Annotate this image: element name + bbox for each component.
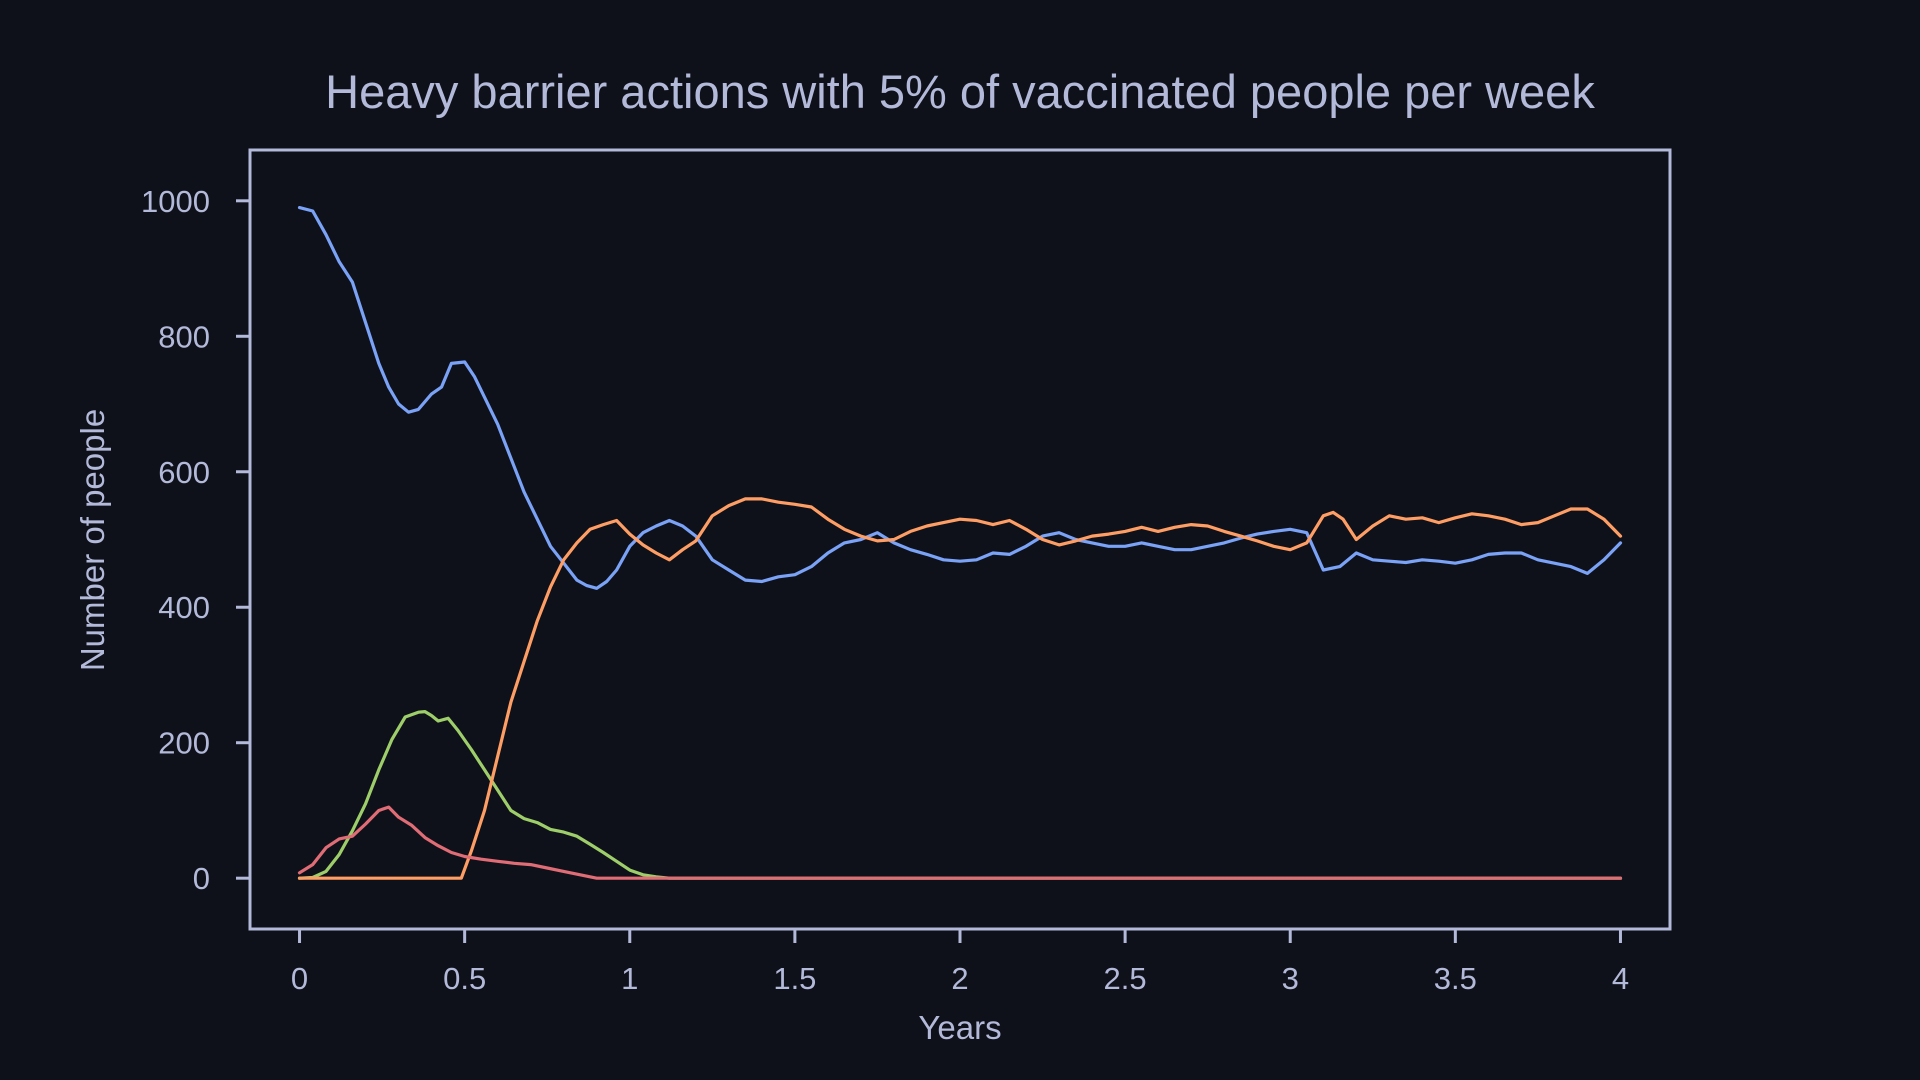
x-tick-label: 3.5 — [1434, 961, 1477, 996]
series-line-1 — [297, 206, 1623, 590]
x-tick-label: 1.5 — [773, 961, 816, 996]
series-line-4 — [297, 805, 1623, 880]
y-tick-label: 0 — [193, 861, 210, 896]
x-tick-label: 4 — [1612, 961, 1629, 996]
y-tick-label: 200 — [158, 726, 210, 761]
plot-frame — [248, 148, 1672, 931]
x-tick-label: 3 — [1282, 961, 1299, 996]
series-layer — [297, 206, 1623, 880]
y-tick-label: 400 — [158, 590, 210, 625]
chart-title: Heavy barrier actions with 5% of vaccina… — [325, 65, 1595, 118]
x-tick-label: 2 — [951, 961, 968, 996]
y-tick-label: 1000 — [141, 184, 210, 219]
x-axis-label: Years — [918, 1009, 1001, 1046]
series-line-2 — [297, 710, 1623, 880]
y-axis-label: Number of people — [74, 409, 111, 671]
y-tick-label: 600 — [158, 455, 210, 490]
y-tick-label: 800 — [158, 319, 210, 354]
x-tick-label: 0 — [291, 961, 308, 996]
series-line-3 — [297, 497, 1623, 880]
x-tick-label: 0.5 — [443, 961, 486, 996]
x-tick-label: 1 — [621, 961, 638, 996]
x-tick-label: 2.5 — [1104, 961, 1147, 996]
y-axis: 0 200 400 600 800 1000 — [141, 184, 250, 896]
x-axis: 0 0.5 1 1.5 2 2.5 3 3.5 4 — [291, 929, 1629, 996]
